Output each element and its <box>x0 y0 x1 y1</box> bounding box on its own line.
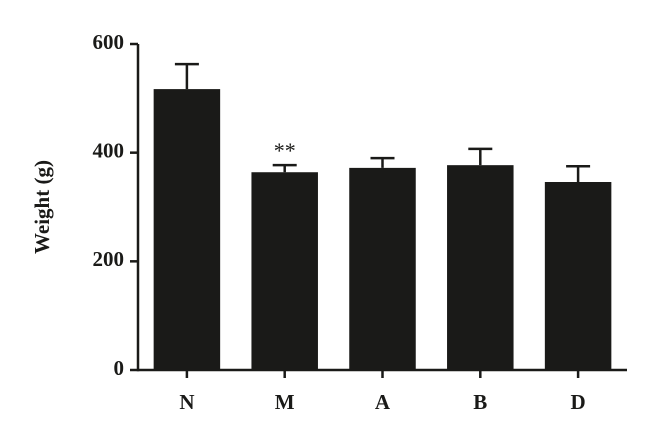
bar <box>349 167 416 370</box>
x-tick-label: A <box>375 390 391 414</box>
x-tick-label: M <box>275 390 295 414</box>
y-tick-label: 200 <box>93 247 125 271</box>
y-axis-title: Weight (g) <box>30 160 54 254</box>
x-tick-label: D <box>571 390 586 414</box>
bar <box>447 165 514 370</box>
significance-label: ** <box>274 138 296 163</box>
bar <box>544 182 612 370</box>
y-tick-label: 600 <box>93 30 125 54</box>
bar <box>251 172 318 370</box>
x-tick-label: N <box>179 390 194 414</box>
y-tick-label: 0 <box>114 356 125 380</box>
y-tick-label: 400 <box>93 138 125 162</box>
bar <box>153 89 221 370</box>
x-tick-label: B <box>473 390 487 414</box>
